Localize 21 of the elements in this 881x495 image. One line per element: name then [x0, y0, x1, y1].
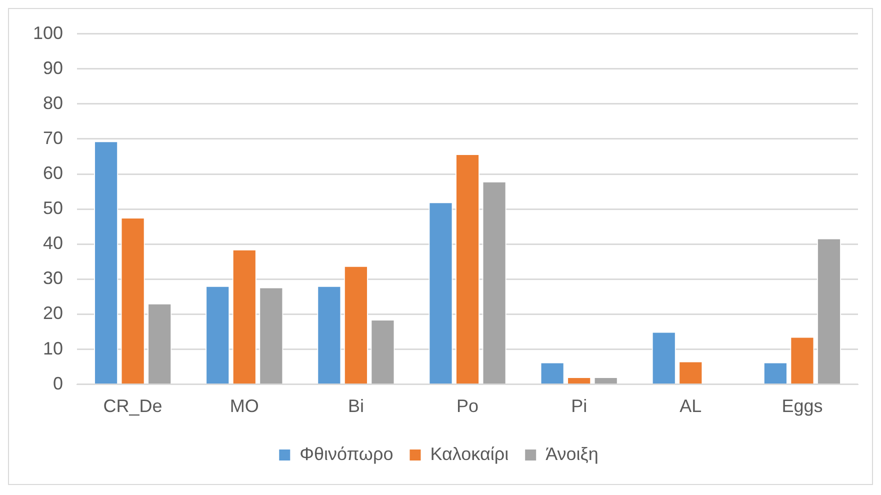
y-tick-label: 60: [43, 163, 64, 184]
y-tick-label: 0: [53, 373, 64, 394]
x-tick-label: Pi: [571, 396, 588, 416]
y-tick-label: 90: [43, 58, 64, 78]
y-tick-label: 50: [43, 198, 64, 218]
y-tick-label: 80: [43, 92, 64, 113]
x-tick-label: AL: [680, 396, 702, 416]
legend-label: Καλοκαίρι: [430, 444, 509, 464]
legend-label: Άνοιξη: [546, 444, 598, 464]
y-tick-label: 20: [43, 303, 64, 324]
y-tick-label: 70: [43, 128, 64, 148]
y-tick-label: 10: [43, 338, 64, 358]
x-tick-label: Eggs: [782, 396, 823, 416]
x-tick-label: Bi: [348, 396, 364, 416]
legend-label: Φθινόπωρο: [300, 444, 394, 464]
x-tick-label: MO: [230, 396, 259, 416]
x-tick-label: CR_De: [103, 396, 162, 416]
x-tick-label: Po: [456, 396, 479, 416]
y-tick-label: 30: [43, 268, 64, 288]
y-tick-label: 100: [32, 22, 64, 43]
y-tick-label: 40: [43, 233, 64, 254]
